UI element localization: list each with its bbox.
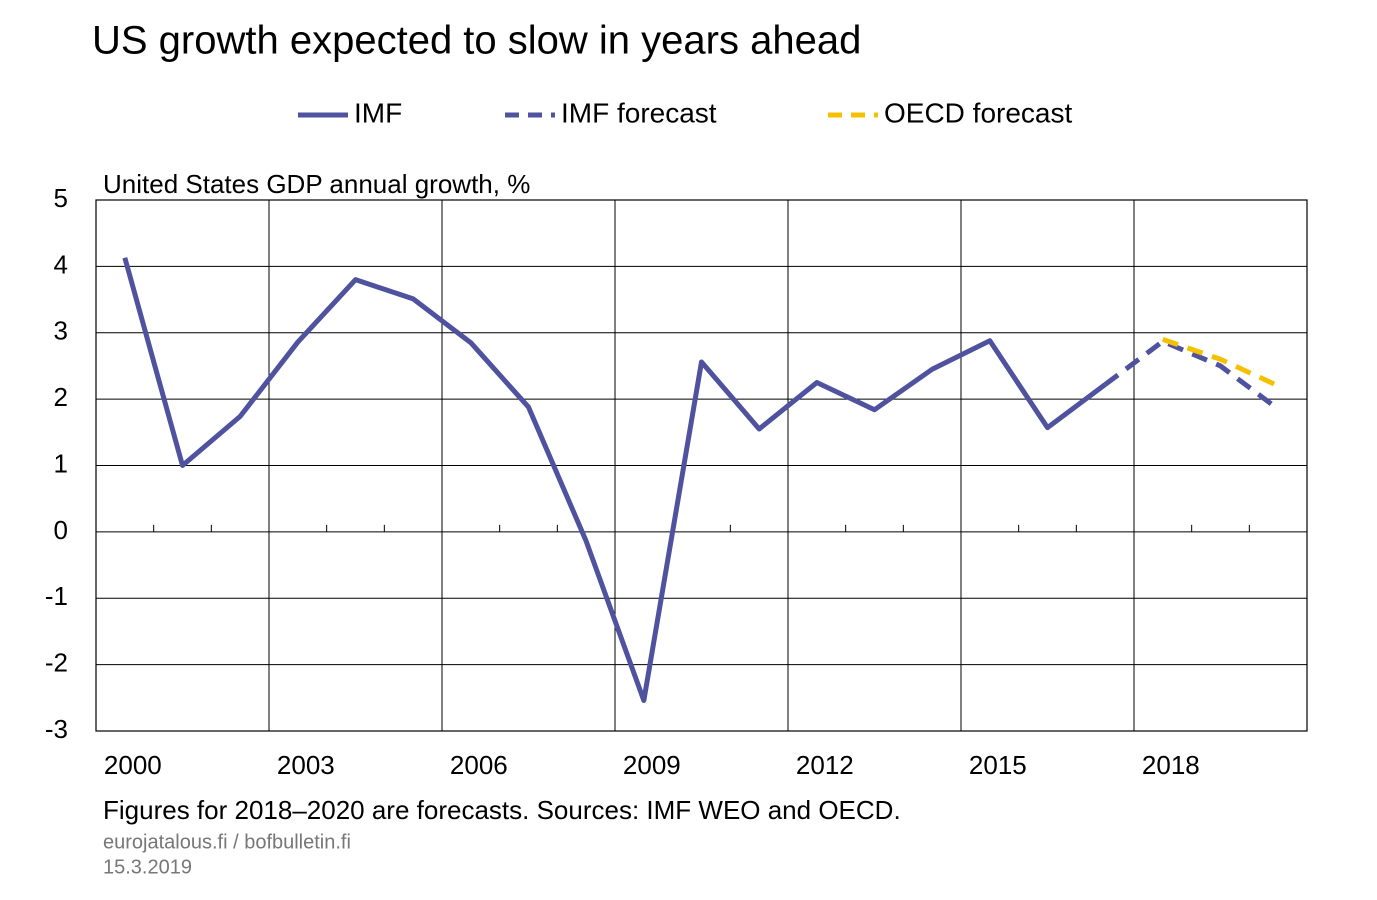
y-tick-label: 2 [54,382,68,412]
y-tick-label: 1 [54,448,68,478]
date: 15.3.2019 [103,856,192,878]
legend-label: IMF forecast [561,97,717,128]
x-tick-label: 2000 [104,750,162,780]
x-tick-label: 2006 [450,750,508,780]
footnote: Figures for 2018–2020 are forecasts. Sou… [103,795,901,825]
line [1162,337,1280,389]
line [1103,338,1280,412]
x-tick-label: 2018 [1142,750,1200,780]
y-tick-label: -2 [45,648,68,678]
source: eurojatalous.fi / bofbulletin.fi [103,831,351,853]
y-tick-label: 3 [54,316,68,346]
line [122,257,1107,703]
y-tick-label: -3 [45,714,68,744]
plot-border [95,199,1308,732]
x-tick-label: 2009 [623,750,681,780]
y-tick-label: 5 [54,183,68,213]
chart-title: US growth expected to slow in years ahea… [92,19,861,63]
x-tick-label: 2015 [969,750,1027,780]
legend-label: OECD forecast [884,97,1072,128]
y-axis-label: United States GDP annual growth, % [103,169,530,199]
legend-label: IMF [354,97,402,128]
y-tick-label: 4 [54,249,68,279]
x-tick-label: 2012 [796,750,854,780]
y-tick-label: -1 [45,581,68,611]
x-tick-label: 2003 [277,750,335,780]
y-tick-label: 0 [54,515,68,545]
